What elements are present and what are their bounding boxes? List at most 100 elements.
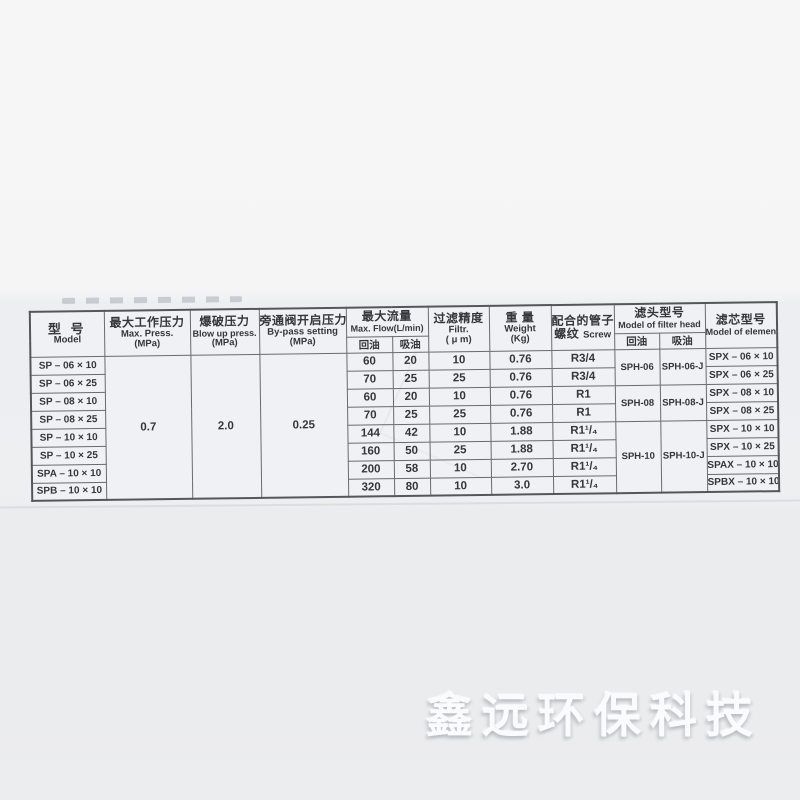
col-header-screw-zh2: 螺纹	[554, 326, 580, 341]
head-return-cell: SPH-08	[614, 384, 661, 422]
head-return-cell: SPH-06	[614, 348, 660, 386]
flow-return-cell: 70	[347, 406, 394, 425]
col-header-model-en: Model	[53, 334, 82, 346]
clipped-heading-remnant	[61, 296, 243, 304]
col-header-blow-up: 爆破压力 Blow up press. (MPa)	[189, 308, 260, 355]
col-header-filter-head: 滤头型号 Model of filter head	[613, 303, 706, 334]
filtration-cell: 10	[429, 458, 491, 478]
col-header-max-flow-en: Max. Flow(L/min)	[350, 322, 424, 334]
flow-return-cell: 144	[347, 424, 394, 443]
col-header-element: 滤芯型号 Model of element	[704, 302, 778, 349]
col-header-bypass-unit: (MPa)	[289, 336, 316, 348]
col-header-filter-head-zh: 滤头型号	[634, 305, 685, 321]
subheader-flow-return: 回油	[346, 336, 393, 353]
element-cell: SPX – 08 × 25	[706, 401, 779, 421]
flow-suction-cell: 80	[394, 477, 431, 497]
col-header-blow-up-unit: (MPa)	[211, 337, 238, 349]
col-header-weight: 重 量 Weight (Kg)	[488, 305, 552, 351]
model-cell: SP – 06 × 10	[30, 355, 105, 375]
model-cell: SPB – 10 × 10	[32, 481, 107, 501]
model-cell: SP – 06 × 25	[30, 373, 105, 393]
filtration-cell: 25	[429, 404, 491, 424]
head-suction-cell: SPH-08-J	[659, 384, 707, 421]
flow-return-cell: 200	[347, 460, 395, 479]
col-header-max-press-unit: (MPa)	[134, 338, 161, 350]
head-return-cell: SPH-10	[615, 420, 662, 494]
model-cell: SP – 10 × 10	[31, 427, 106, 447]
spec-table: 型 号 Model 最大工作压力 Max. Press. (MPa) 爆破压力 …	[28, 301, 781, 502]
flow-suction-cell: 20	[392, 387, 430, 407]
subheader-head-suction: 吸油	[659, 332, 706, 349]
head-suction-cell: SPH-10-J	[660, 420, 708, 493]
col-header-filtration: 过滤精度 Filtr. ( μ m)	[427, 305, 490, 352]
model-cell: SPA – 10 × 10	[31, 463, 107, 483]
element-cell: SPX – 08 × 10	[705, 383, 779, 403]
filtration-cell: 10	[428, 350, 490, 370]
element-cell: SPX – 10 × 25	[706, 437, 779, 457]
weight-cell: 0.76	[489, 368, 552, 387]
weight-cell: 1.88	[490, 422, 553, 441]
col-header-screw-line2: 螺纹 Screw	[552, 326, 614, 341]
col-header-max-press: 最大工作压力 Max. Press. (MPa)	[103, 309, 191, 356]
screw-cell: R3/4	[551, 367, 615, 387]
col-header-filtration-unit: ( μ m)	[445, 334, 472, 346]
filtration-cell: 25	[428, 368, 490, 388]
element-cell: SPAX – 10 × 10	[706, 455, 779, 475]
flow-return-cell: 60	[346, 352, 393, 371]
flow-return-cell: 70	[346, 370, 393, 389]
col-header-screw-en: Screw	[582, 329, 612, 341]
screw-cell: R1¹/₄	[552, 457, 616, 477]
flow-suction-cell: 25	[392, 369, 429, 389]
spec-table-wrapper: 型 号 Model 最大工作压力 Max. Press. (MPa) 爆破压力 …	[28, 301, 781, 502]
flow-return-cell: 320	[348, 478, 395, 497]
col-header-element-zh: 滤芯型号	[715, 312, 766, 328]
company-watermark: 鑫远环保科技	[426, 691, 762, 743]
scan-band-edge	[0, 499, 800, 509]
filtration-cell: 10	[429, 422, 491, 442]
flow-return-cell: 160	[347, 442, 394, 461]
weight-cell: 0.76	[489, 386, 553, 405]
element-cell: SPBX – 10 × 10	[706, 473, 780, 493]
weight-cell: 3.0	[490, 476, 554, 495]
weight-cell: 0.76	[490, 404, 553, 423]
col-header-max-flow-zh: 最大流量	[361, 309, 412, 324]
screw-cell: R1¹/₄	[552, 421, 616, 441]
bypass-cell: 0.25	[259, 352, 349, 498]
screw-cell: R1	[551, 385, 616, 405]
element-cell: SPX – 06 × 25	[705, 365, 778, 385]
flow-suction-cell: 50	[393, 441, 430, 461]
model-cell: SP – 08 × 25	[31, 409, 106, 429]
col-header-weight-unit: (Kg)	[510, 333, 530, 345]
flow-suction-cell: 58	[393, 459, 430, 479]
model-cell: SP – 10 × 25	[31, 445, 106, 465]
col-header-max-flow: 最大流量 Max. Flow(L/min)	[345, 306, 429, 337]
flow-return-cell: 60	[346, 388, 394, 407]
col-header-screw: 配合的管子 螺纹 Screw	[550, 304, 615, 351]
flow-suction-cell: 42	[393, 423, 430, 443]
subheader-head-return: 回油	[614, 332, 660, 350]
element-cell: SPX – 10 × 10	[706, 419, 779, 439]
model-cell: SP – 08 × 10	[30, 391, 106, 411]
col-header-model: 型 号 Model	[29, 310, 105, 357]
screw-cell: R3/4	[551, 349, 615, 369]
weight-cell: 2.70	[490, 458, 553, 477]
col-header-bypass: 旁通阀开启压力 By-pass setting (MPa)	[258, 307, 347, 354]
flow-suction-cell: 20	[392, 351, 429, 371]
col-header-blow-up-zh: 爆破压力	[199, 314, 250, 329]
col-header-element-en: Model of element	[705, 326, 778, 338]
max-press-cell: 0.7	[104, 354, 193, 500]
filtration-cell: 10	[429, 476, 492, 496]
screw-cell: R1¹/₄	[552, 439, 616, 459]
filtration-cell: 10	[428, 386, 491, 406]
weight-cell: 1.88	[490, 440, 553, 459]
head-suction-cell: SPH-06-J	[659, 348, 706, 385]
subheader-flow-suction: 吸油	[392, 335, 429, 353]
screw-cell: R1	[552, 403, 616, 423]
element-cell: SPX – 06 × 10	[705, 347, 778, 367]
col-header-filter-head-en: Model of filter head	[618, 319, 701, 331]
blow-up-cell: 2.0	[190, 353, 262, 499]
screw-cell: R1¹/₄	[552, 475, 617, 495]
weight-cell: 0.76	[489, 350, 552, 369]
flow-suction-cell: 25	[393, 405, 430, 425]
